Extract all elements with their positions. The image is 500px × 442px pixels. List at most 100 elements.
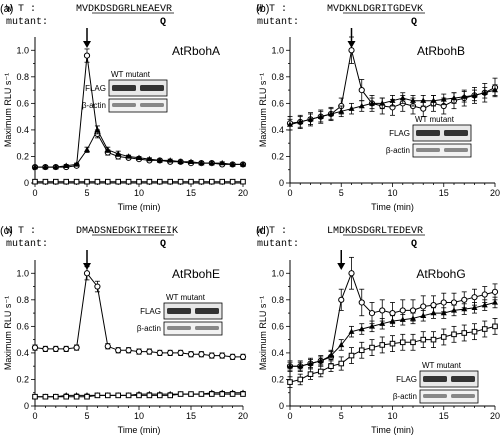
actin-band-wt — [112, 103, 136, 107]
flag-band-mutant — [195, 308, 219, 314]
data-point — [379, 342, 386, 348]
data-point — [53, 178, 59, 185]
panel-b: (b)W T : MVDKNLDGRITGDEVK mutant: Q 0 5 10 15 20… — [256, 3, 500, 212]
data-point — [84, 178, 90, 185]
x-tick-label: 15 — [186, 411, 196, 421]
y-tick-label: 0.4 — [16, 348, 29, 358]
data-point — [369, 323, 375, 329]
flag-band-wt — [416, 130, 440, 136]
data-point — [229, 391, 236, 397]
blot-actin-label: β-actin — [386, 146, 410, 155]
data-point — [63, 178, 70, 185]
blot-flag-label: FLAG — [140, 307, 161, 316]
data-point — [440, 334, 447, 340]
panel-label: (b) — [256, 3, 269, 15]
y-tick-label: 0 — [24, 401, 29, 411]
panel-label: (c) — [0, 225, 13, 237]
actin-band-wt — [416, 148, 440, 152]
data-point — [368, 309, 376, 317]
x-tick-label: 15 — [186, 188, 196, 198]
series-filled-triangle — [287, 84, 498, 131]
data-point — [471, 294, 478, 301]
data-point — [219, 352, 226, 359]
data-point — [317, 368, 324, 375]
y-tick-label: 0 — [24, 178, 29, 188]
data-point — [125, 392, 132, 399]
panel-label: (d) — [256, 225, 269, 237]
data-point — [410, 97, 416, 103]
data-point — [94, 126, 101, 133]
data-point — [115, 150, 122, 156]
data-point — [94, 392, 101, 399]
series-open-circle — [286, 36, 499, 131]
actin-band-wt — [167, 326, 191, 330]
x-tick-label: 15 — [439, 188, 449, 198]
actin-blot-box — [108, 98, 168, 113]
data-point — [358, 347, 365, 354]
data-point — [208, 159, 215, 166]
blot-column-labels: WT mutant — [415, 115, 455, 124]
x-axis-label: Time (min) — [371, 425, 414, 435]
data-point — [399, 339, 406, 346]
data-point — [73, 178, 80, 185]
panel-c: (c)W T : DMADSNEDGKITREEIK mutant: Q 0 5 10 15 2… — [0, 225, 248, 435]
data-point — [348, 270, 355, 277]
flag-band-mutant — [444, 130, 468, 136]
data-point — [420, 312, 427, 318]
actin-band-mutant — [444, 148, 468, 152]
wt-prefix: W T : — [257, 226, 287, 237]
y-tick-label: 0.8 — [271, 72, 284, 82]
data-point — [348, 47, 355, 54]
data-point — [209, 391, 215, 397]
data-point — [136, 178, 142, 185]
wt-sequence: MVDKNLDGRITGDEVK — [327, 4, 423, 15]
data-point — [338, 360, 345, 367]
y-tick-label: 1.0 — [271, 45, 284, 55]
data-point — [389, 317, 396, 324]
y-tick-label: 0.8 — [16, 72, 29, 82]
data-point — [229, 161, 236, 167]
data-point — [42, 345, 49, 353]
x-tick-label: 0 — [32, 188, 37, 198]
data-point — [338, 108, 345, 114]
data-point — [219, 178, 225, 185]
y-tick-label: 1.0 — [16, 45, 29, 55]
y-tick-label: 0.2 — [16, 151, 29, 161]
data-point — [240, 161, 246, 167]
data-point — [83, 52, 91, 59]
data-point — [287, 121, 293, 127]
data-point — [115, 392, 122, 399]
data-point — [317, 113, 324, 119]
data-point — [198, 351, 205, 358]
x-tick-label: 0 — [287, 188, 292, 198]
blot-actin-label: β-actin — [137, 324, 161, 333]
y-tick-label: 0.4 — [16, 125, 29, 135]
data-point — [348, 328, 355, 334]
data-point — [52, 345, 59, 353]
y-tick-label: 0.2 — [16, 374, 29, 384]
chart-title: AtRbohE — [172, 267, 220, 281]
data-point — [399, 316, 406, 322]
data-point — [461, 93, 468, 99]
x-tick-label: 20 — [238, 411, 248, 421]
data-point — [420, 105, 427, 112]
data-point — [420, 336, 427, 343]
data-point — [328, 110, 334, 117]
data-point — [177, 158, 184, 164]
data-point — [491, 288, 499, 295]
data-point — [219, 159, 226, 166]
data-point — [481, 301, 488, 308]
y-tick-label: 0 — [279, 178, 284, 188]
chart-title: AtRbohA — [172, 44, 220, 58]
data-point — [461, 305, 468, 312]
x-tick-label: 5 — [339, 411, 344, 421]
data-point — [451, 307, 457, 313]
x-tick-label: 20 — [490, 411, 500, 421]
data-point — [450, 299, 458, 306]
western-blot-inset: WT mutant FLAG β-actin — [393, 361, 479, 404]
data-point — [208, 352, 215, 359]
y-tick-label: 0.6 — [16, 98, 29, 108]
data-point — [63, 393, 70, 400]
y-tick-label: 0.8 — [271, 295, 284, 305]
data-point — [389, 309, 396, 317]
